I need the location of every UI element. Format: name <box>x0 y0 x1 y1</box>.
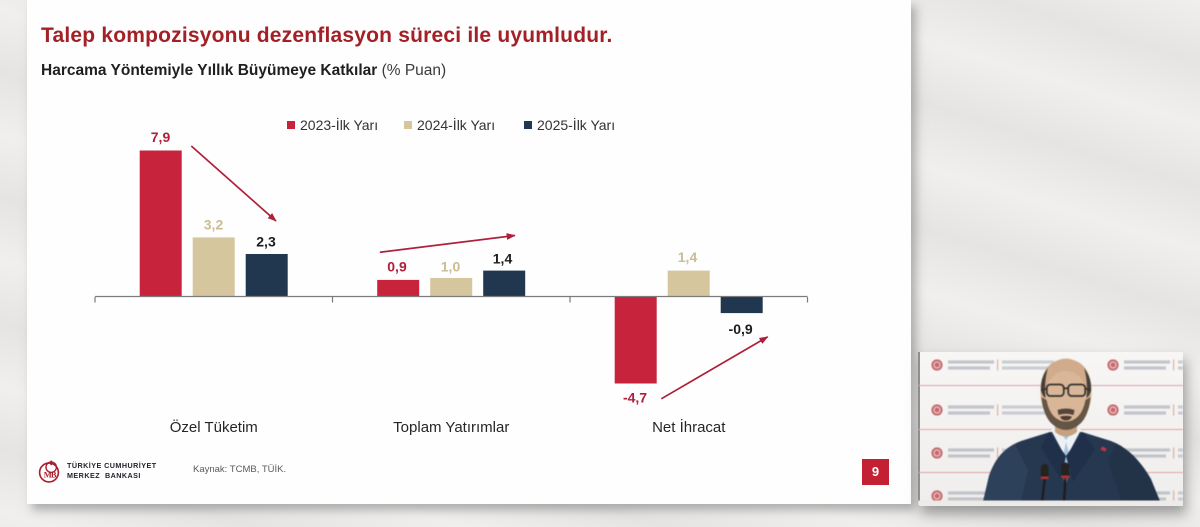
svg-text:Toplam Yatırımlar: Toplam Yatırımlar <box>393 419 509 436</box>
svg-text:1,4: 1,4 <box>493 251 513 267</box>
svg-text:0,9: 0,9 <box>387 259 407 275</box>
svg-text:Özel Tüketim: Özel Tüketim <box>170 418 258 436</box>
svg-text:-4,7: -4,7 <box>623 390 647 406</box>
svg-text:Net İhracat: Net İhracat <box>652 418 726 436</box>
svg-text:1,0: 1,0 <box>441 259 461 275</box>
svg-text:2,3: 2,3 <box>256 234 276 250</box>
svg-text:1,4: 1,4 <box>678 249 698 265</box>
svg-text:3,2: 3,2 <box>204 217 224 233</box>
svg-text:7,9: 7,9 <box>151 129 171 145</box>
svg-text:-0,9: -0,9 <box>729 321 753 337</box>
svg-text:MB: MB <box>44 469 57 479</box>
